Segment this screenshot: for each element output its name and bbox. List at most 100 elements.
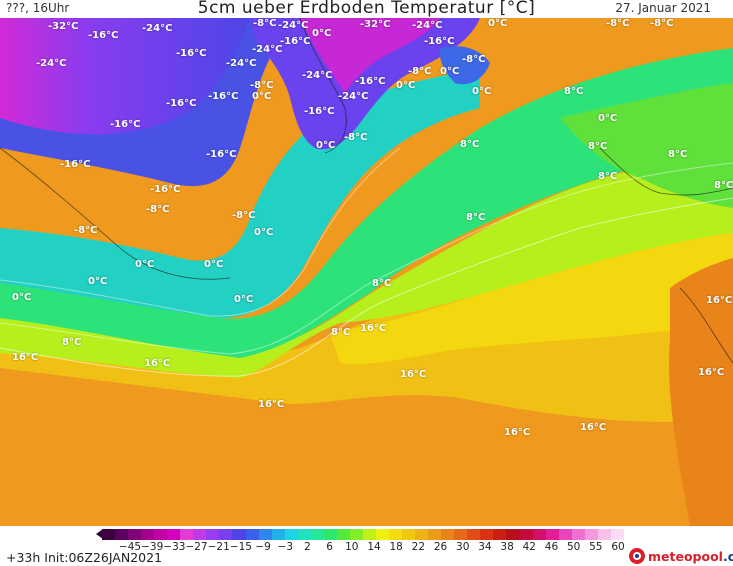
colorbar-segment (441, 529, 455, 540)
colorbar-segment (493, 529, 507, 540)
colorbar-tick-label: 6 (326, 541, 333, 553)
colorbar (102, 529, 624, 540)
header: ???, 16Uhr 5cm ueber Erdboden Temperatur… (0, 0, 733, 18)
colorbar-tick-label: 60 (611, 541, 625, 553)
colorbar-segment (193, 529, 207, 540)
colorbar-tick-label: −21 (207, 541, 230, 553)
isotherm-label: -24°C (302, 70, 333, 81)
footer: −45 −39 −33 −27 −21 −15 −9 −3 2 6 10 14 18 22 26 30 34 38… (0, 526, 733, 566)
isotherm-label: 0°C (12, 292, 32, 303)
isotherm-label: 8°C (62, 337, 82, 348)
brand-name-main: meteopool (648, 548, 723, 564)
colorbar-segment (349, 529, 363, 540)
isotherm-label: -16°C (110, 119, 141, 130)
isotherm-label: 8°C (372, 278, 392, 289)
colorbar-tick-label: 10 (345, 541, 359, 553)
isotherm-label: 16°C (360, 323, 387, 334)
isotherm-label: 16°C (698, 367, 725, 378)
colorbar-segment (402, 529, 416, 540)
valid-date-label: 27. Januar 2021 (615, 1, 711, 15)
colorbar-tip (96, 529, 103, 539)
temperature-field (0, 18, 733, 526)
isotherm-label: -32°C (48, 21, 79, 32)
isotherm-label: 0°C (316, 140, 336, 151)
colorbar-segment (180, 529, 194, 540)
colorbar-tick-label: −9 (255, 541, 271, 553)
isotherm-label: -16°C (355, 76, 386, 87)
colorbar-tick-label: −3 (277, 541, 294, 553)
isotherm-label: 16°C (580, 422, 607, 433)
isotherm-label: 8°C (564, 86, 584, 97)
isotherm-label: -8°C (650, 18, 674, 29)
map-title: 5cm ueber Erdboden Temperatur [°C] (197, 0, 536, 18)
colorbar-tick-label: 55 (589, 541, 603, 553)
isotherm-label: -24°C (338, 91, 369, 102)
isotherm-label: -16°C (424, 36, 455, 47)
colorbar-segment (284, 529, 298, 540)
colorbar-segment (115, 529, 129, 540)
colorbar-segment (258, 529, 272, 540)
isotherm-label: 16°C (706, 295, 733, 306)
isotherm-label: 16°C (504, 427, 531, 438)
forecast-init-label: +33h Init:06Z26JAN2021 (6, 550, 163, 565)
isotherm-label: -24°C (252, 44, 283, 55)
colorbar-labels: −45 −39 −33 −27 −21 −15 −9 −3 2 6 10 14 18 22 26 30 34 38… (102, 541, 625, 553)
colorbar-tick-label: 22 (411, 541, 426, 553)
run-time-label: ???, 16Uhr (6, 1, 70, 15)
isotherm-label: 0°C (488, 18, 508, 29)
colorbar-tick-label: 30 (456, 541, 470, 553)
colorbar-tick-label: 14 (367, 541, 381, 553)
isotherm-label: -16°C (176, 48, 207, 59)
isotherm-label: 16°C (400, 369, 427, 380)
isotherm-label: -24°C (36, 58, 67, 69)
temperature-map: -32°C -16°C -24°C -24°C -16°C -8°C -32°C… (0, 18, 733, 526)
colorbar-segment (519, 529, 533, 540)
isotherm-label: -8°C (146, 204, 170, 215)
isotherm-label: -8°C (253, 18, 277, 29)
colorbar-segment (362, 529, 376, 540)
isotherm-label: 8°C (466, 212, 486, 223)
colorbar-segment (545, 529, 559, 540)
isotherm-label: -8°C (462, 54, 486, 65)
colorbar-segment (558, 529, 572, 540)
isotherm-label: 16°C (12, 352, 39, 363)
colorbar-segment (467, 529, 481, 540)
isotherm-label: -8°C (606, 18, 630, 29)
colorbar-segment (154, 529, 168, 540)
isotherm-label: 8°C (598, 171, 618, 182)
isotherm-label: 0°C (472, 86, 492, 97)
isotherm-label: -8°C (250, 80, 274, 91)
isotherm-label: 0°C (88, 276, 108, 287)
colorbar-tick-label: 26 (433, 541, 448, 553)
isotherm-label: -8°C (344, 132, 368, 143)
colorbar-segment (454, 529, 468, 540)
colorbar-tick-label: 18 (389, 541, 403, 553)
isotherm-label: 0°C (598, 113, 618, 124)
colorbar-segment (584, 529, 598, 540)
isotherm-label: 8°C (588, 141, 608, 152)
colorbar-segment (271, 529, 285, 540)
isotherm-label: -24°C (226, 58, 257, 69)
colorbar-tick-label: −33 (163, 541, 186, 553)
colorbar-segment (232, 529, 246, 540)
isotherm-label: -8°C (74, 225, 98, 236)
brand-name-tld: .org (722, 548, 733, 564)
colorbar-segment (219, 529, 233, 540)
isotherm-label: -16°C (150, 184, 181, 195)
colorbar-tick-label: 38 (500, 541, 514, 553)
isotherm-label: 8°C (714, 180, 733, 191)
colorbar-tick-label: 50 (566, 541, 581, 553)
colorbar-segment (141, 529, 155, 540)
colorbar-segment (480, 529, 494, 540)
colorbar-segment (167, 529, 181, 540)
isotherm-label: 0°C (204, 259, 224, 270)
colorbar-segment (297, 529, 311, 540)
colorbar-segment (336, 529, 350, 540)
isotherm-label: 8°C (460, 139, 480, 150)
isotherm-label: -8°C (408, 66, 432, 77)
brand-logo[interactable]: meteopool.org (629, 548, 733, 564)
colorbar-tick-label: −39 (141, 541, 164, 553)
isotherm-label: 0°C (440, 66, 460, 77)
isotherm-label: 8°C (331, 327, 351, 338)
colorbar-segment (128, 529, 142, 540)
